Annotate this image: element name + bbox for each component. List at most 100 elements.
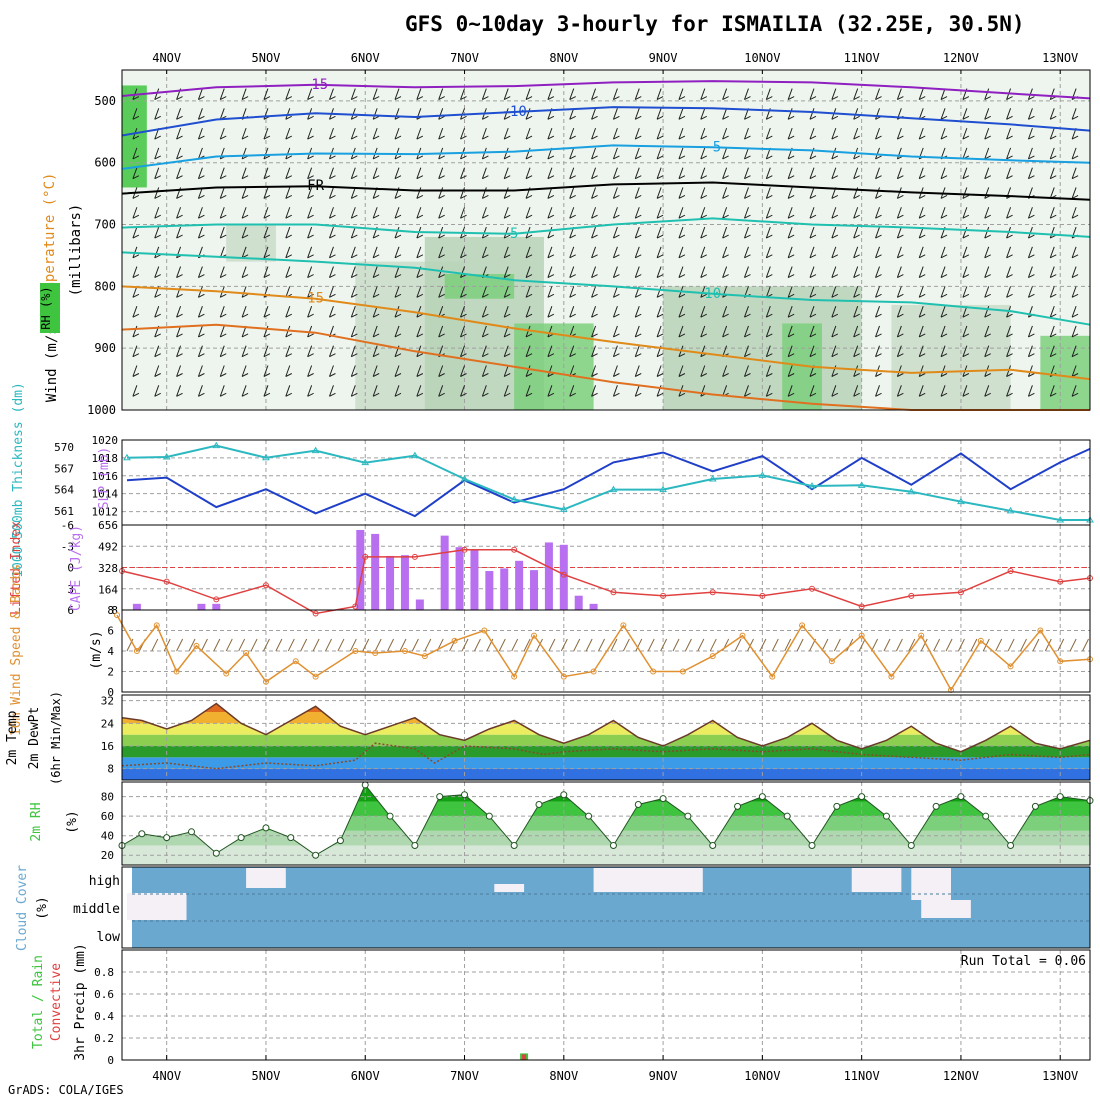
wind-barb-flag bbox=[744, 96, 751, 100]
wind-barb bbox=[678, 325, 686, 338]
wind-barb bbox=[263, 226, 271, 239]
wind-barb-flag bbox=[897, 293, 904, 298]
wind-barb bbox=[481, 385, 489, 397]
surface-wind-barb bbox=[337, 638, 345, 652]
wind-barb bbox=[416, 385, 424, 397]
wind-barb bbox=[1049, 167, 1057, 180]
wind-barb bbox=[547, 365, 555, 377]
legend-rh2m-label: 2m RH bbox=[29, 802, 44, 841]
wind-barb bbox=[176, 108, 183, 120]
wind-barb-flag bbox=[394, 135, 402, 140]
wind-barb-staff bbox=[875, 167, 880, 179]
wind-barb bbox=[503, 226, 511, 239]
wind-barb bbox=[525, 246, 533, 259]
wind-barb-flag bbox=[438, 115, 445, 120]
wind-barb bbox=[176, 167, 183, 180]
wind-barb-staff bbox=[569, 246, 575, 258]
wind-barb-flag bbox=[656, 373, 664, 377]
wind-barb-flag bbox=[1028, 214, 1035, 219]
wind-barb-flag bbox=[198, 96, 205, 100]
wind-speed-marker bbox=[769, 673, 776, 680]
wind-barb bbox=[743, 246, 751, 259]
wind-barb-staff bbox=[875, 88, 880, 100]
wind-barb-flag bbox=[307, 333, 314, 338]
wind-barb-flag bbox=[132, 373, 140, 377]
wind-barb-flag bbox=[132, 293, 140, 298]
wind-barb-flag bbox=[787, 254, 795, 259]
wind-barb-staff bbox=[307, 246, 313, 258]
wind-barb-flag bbox=[154, 333, 161, 338]
wind-barb bbox=[962, 187, 970, 199]
wind-barb bbox=[1027, 246, 1035, 259]
wind-barb-staff bbox=[416, 325, 422, 338]
wind-barb-flag bbox=[853, 234, 860, 239]
wind-barb-flag bbox=[897, 195, 904, 199]
wind-barb-staff bbox=[1049, 207, 1055, 219]
wind-barb-flag bbox=[962, 333, 970, 338]
wind-barb-flag bbox=[482, 392, 489, 397]
rh-marker bbox=[585, 812, 593, 820]
wind-barb-flag bbox=[962, 115, 970, 120]
wind-barb-staff bbox=[329, 167, 334, 179]
wind-barb bbox=[547, 88, 555, 100]
surface-wind-barb bbox=[995, 638, 1003, 652]
wind-barb-flag bbox=[1071, 353, 1079, 358]
x-tick-label-top: 12NOV bbox=[943, 51, 979, 65]
rh-marker bbox=[982, 812, 990, 820]
wind-barb bbox=[787, 226, 795, 239]
precip-tick: 0.8 bbox=[94, 966, 114, 979]
wind-barb-flag bbox=[591, 274, 598, 279]
wind-barb bbox=[853, 286, 860, 298]
wind-barb bbox=[219, 385, 227, 397]
wind-barb bbox=[787, 365, 795, 377]
wind-barb bbox=[591, 365, 598, 377]
wind-barb-flag bbox=[831, 293, 839, 298]
wind-barb-flag bbox=[766, 155, 773, 160]
wind-barb-flag bbox=[787, 175, 795, 180]
wind-barb-staff bbox=[765, 266, 771, 278]
wind-barb-staff bbox=[350, 385, 356, 397]
wind-barb-flag bbox=[700, 373, 708, 377]
wind-barb-staff bbox=[285, 246, 291, 258]
wind-barb-flag bbox=[940, 135, 948, 140]
wind-barb-staff bbox=[787, 266, 793, 278]
wind-barb-flag bbox=[656, 293, 664, 298]
cape-bar bbox=[356, 529, 365, 610]
wind-barb-staff bbox=[154, 88, 160, 100]
wind-barb-staff bbox=[329, 286, 334, 298]
wind-barb-staff bbox=[438, 127, 444, 140]
wind-barb-flag bbox=[329, 195, 336, 199]
cape-tick: 328 bbox=[98, 562, 118, 575]
lifted-index-marker bbox=[213, 596, 220, 603]
wind-barb bbox=[743, 365, 751, 377]
wind-barb-flag bbox=[831, 274, 839, 279]
wind-barb-flag bbox=[809, 293, 817, 298]
wind-barb-flag bbox=[897, 96, 904, 100]
legend-wind10m-units: (m/s) bbox=[89, 630, 104, 669]
surface-wind-barb bbox=[1020, 638, 1027, 652]
wind-barb bbox=[831, 88, 839, 100]
wind-barb-staff bbox=[765, 246, 771, 258]
cloud-gap bbox=[911, 868, 952, 900]
wind-barb-staff bbox=[329, 345, 334, 357]
wind-barb-flag bbox=[547, 175, 555, 180]
wind-barb-staff bbox=[372, 167, 378, 179]
thickness-tick: 567 bbox=[54, 462, 74, 475]
wind-barb bbox=[656, 246, 664, 259]
wind-barb bbox=[460, 207, 467, 219]
wind-barb bbox=[372, 246, 380, 259]
wind-barb-staff bbox=[241, 246, 247, 258]
wind-barb-staff bbox=[285, 167, 291, 179]
wind-speed-marker bbox=[193, 642, 200, 649]
wind-barb-flag bbox=[351, 96, 358, 100]
wind-barb-staff bbox=[329, 385, 334, 397]
wind-barb bbox=[940, 88, 948, 100]
wind-barb-staff bbox=[525, 207, 531, 219]
wind-barb-staff bbox=[394, 365, 400, 377]
wind-barb bbox=[743, 226, 751, 239]
wind-barb-staff bbox=[176, 305, 182, 318]
wind-barb-staff bbox=[525, 345, 531, 357]
wind-barb-flag bbox=[198, 392, 205, 397]
wind-barb bbox=[1071, 147, 1079, 160]
wind-barb-flag bbox=[547, 313, 555, 318]
